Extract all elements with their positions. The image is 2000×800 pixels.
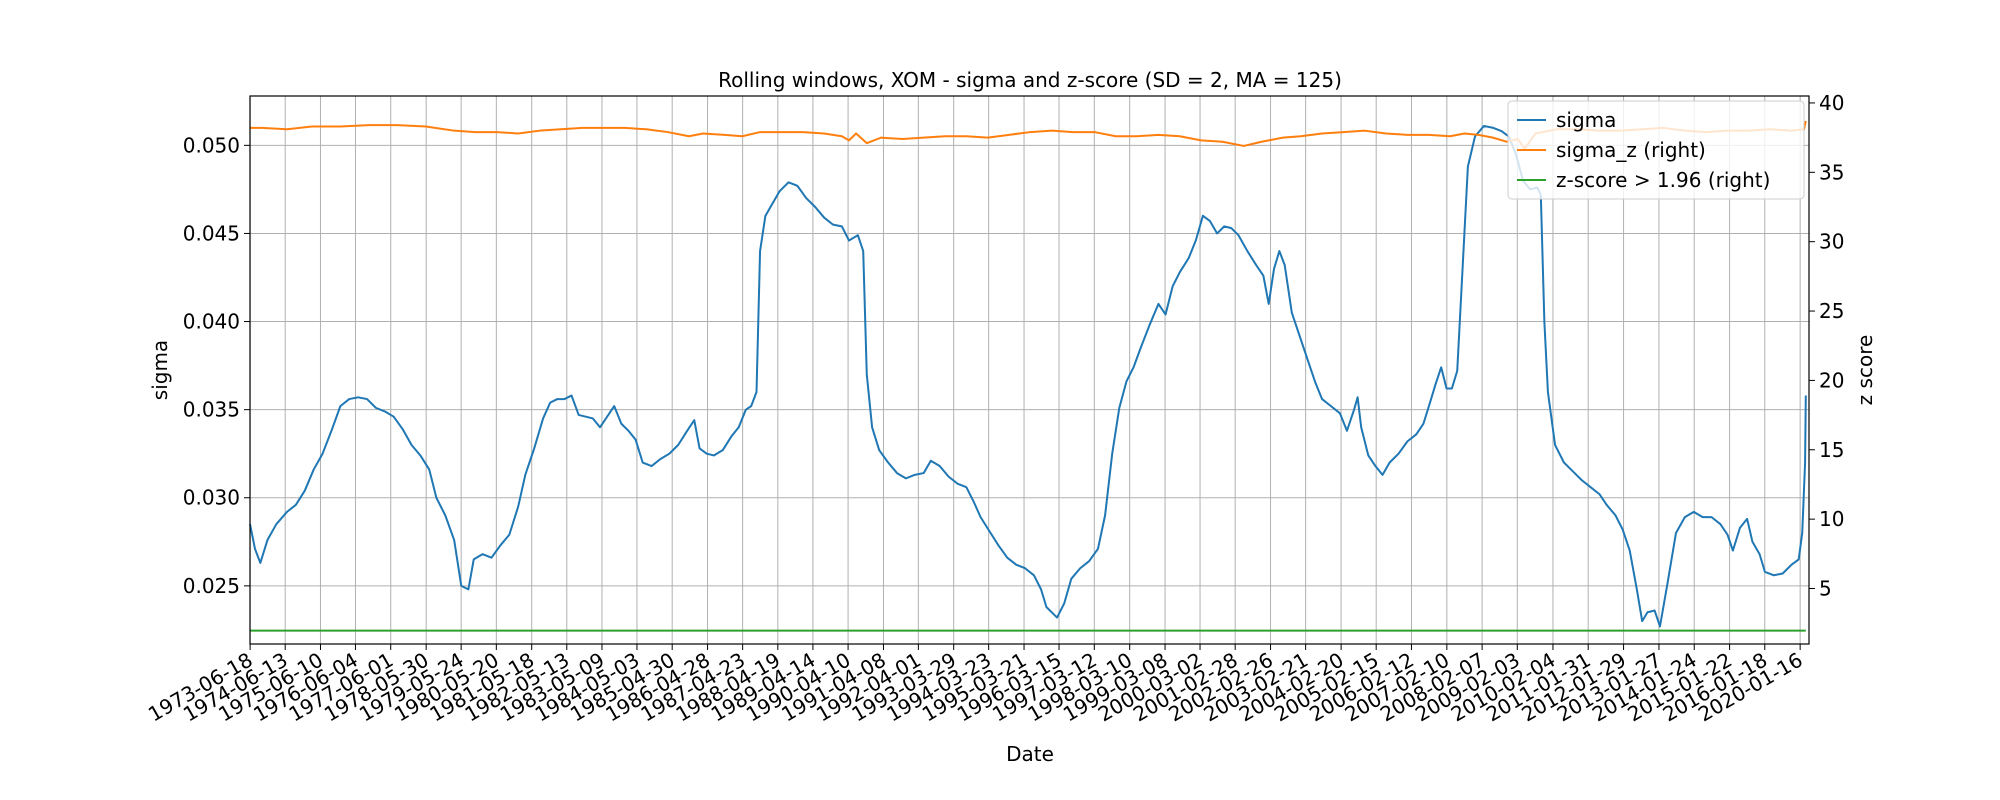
left-y-tick-label: 0.025: [183, 574, 240, 598]
left-y-axis-ticks: 0.025 0.030 0.035 0.040 0.045 0.050: [183, 133, 250, 598]
legend-label-z-threshold: z-score > 1.96 (right): [1556, 168, 1770, 192]
right-y-tick-label: 40: [1819, 91, 1844, 115]
right-y-tick-label: 35: [1819, 160, 1844, 184]
right-y-tick-label: 15: [1819, 438, 1844, 462]
grid-lines: [249, 96, 1809, 644]
plot-frame: [249, 95, 1810, 645]
left-y-axis-label: sigma: [148, 340, 172, 400]
legend-label-sigma-z: sigma_z (right): [1556, 138, 1706, 162]
chart-title: Rolling windows, XOM - sigma and z-score…: [718, 68, 1342, 92]
right-y-axis-label: z score: [1853, 335, 1877, 406]
left-y-tick-label: 0.030: [183, 486, 240, 510]
right-y-tick-label: 10: [1819, 507, 1844, 531]
right-y-tick-label: 5: [1819, 577, 1832, 601]
legend: sigma sigma_z (right) z-score > 1.96 (ri…: [1507, 100, 1805, 200]
legend-box: [1507, 100, 1805, 200]
legend-label-sigma: sigma: [1556, 108, 1616, 132]
right-y-axis-ticks: 5 10 15 20 25 30 35 40: [1809, 91, 1844, 601]
left-y-tick-label: 0.050: [183, 133, 240, 157]
series-line-sigma: [249, 124, 1807, 628]
left-y-tick-label: 0.040: [183, 310, 240, 334]
left-y-tick-label: 0.035: [183, 398, 240, 422]
x-axis-label: Date: [1006, 742, 1054, 766]
x-axis-ticks: 1973-06-181974-06-131975-06-101976-06-04…: [144, 644, 1807, 726]
right-y-tick-label: 30: [1819, 230, 1844, 254]
left-y-tick-label: 0.045: [183, 221, 240, 245]
right-y-tick-label: 20: [1819, 368, 1844, 392]
right-y-tick-label: 25: [1819, 299, 1844, 323]
